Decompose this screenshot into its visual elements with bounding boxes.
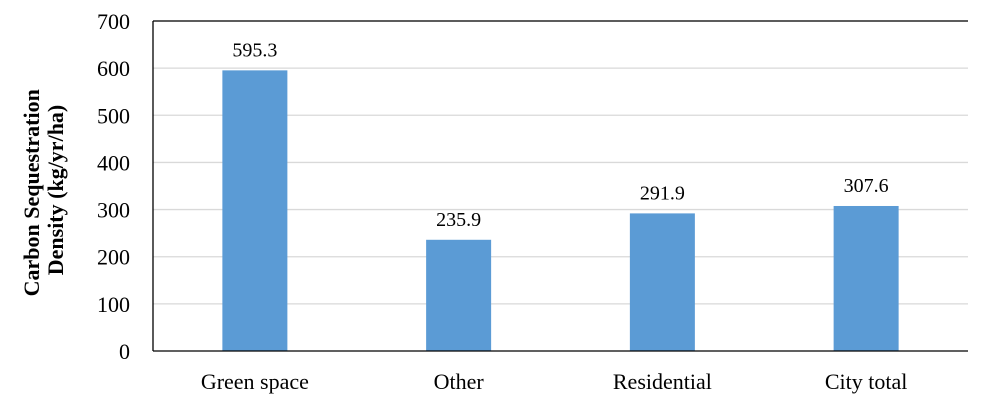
category-label: Residential <box>613 369 712 394</box>
data-labels: 595.3 235.9 291.9 307.6 <box>232 39 888 230</box>
bar <box>629 213 695 351</box>
bar <box>222 70 288 351</box>
y-axis-title-line-2: Density (kg/yr/ha) <box>43 105 68 276</box>
y-tick-label: 0 <box>119 339 130 364</box>
bars <box>222 70 899 351</box>
y-axis-title-line-1: Carbon Sequestration <box>19 89 44 296</box>
y-tick-label: 700 <box>97 9 130 34</box>
data-label: 235.9 <box>436 209 481 231</box>
y-tick-label: 500 <box>97 103 130 128</box>
category-label: City total <box>825 369 908 394</box>
data-label: 307.6 <box>844 175 889 197</box>
data-label: 291.9 <box>640 182 685 204</box>
category-label: Other <box>434 369 485 394</box>
y-tick-labels: 0 100 200 300 400 500 600 700 <box>97 9 130 364</box>
category-label: Green space <box>201 369 309 394</box>
data-label: 595.3 <box>232 39 277 61</box>
y-axis-title: Carbon Sequestration Density (kg/yr/ha) <box>19 84 68 297</box>
axes <box>152 20 968 352</box>
y-tick-label: 300 <box>97 198 130 223</box>
bar <box>833 205 899 351</box>
y-tick-label: 600 <box>97 56 130 81</box>
y-tick-label: 100 <box>97 292 130 317</box>
y-tick-label: 200 <box>97 245 130 270</box>
bar <box>426 239 492 351</box>
category-labels: Green space Other Residential City total <box>201 369 908 394</box>
y-tick-label: 400 <box>97 150 130 175</box>
